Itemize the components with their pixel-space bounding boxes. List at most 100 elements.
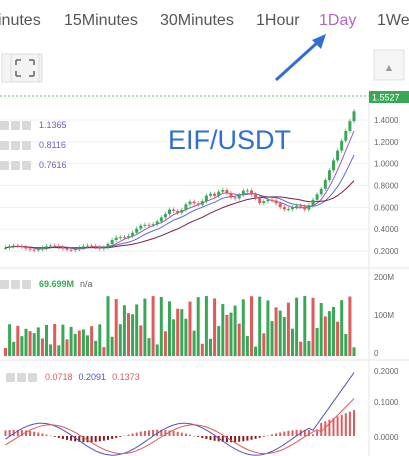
scroll-up-button[interactable]: ▲ — [373, 49, 405, 81]
volume-bar — [307, 340, 311, 356]
macd-histogram-bar — [279, 432, 282, 436]
close-icon[interactable] — [22, 140, 31, 150]
volume-bar — [221, 304, 225, 356]
pair-label: EIF/USDT — [168, 125, 291, 155]
macd-histogram-bar — [307, 430, 310, 436]
svg-text:▲: ▲ — [386, 63, 393, 72]
volume-bar — [336, 321, 340, 356]
candle-body — [274, 200, 278, 204]
volume-bar — [73, 333, 77, 356]
volume-bar — [217, 326, 221, 356]
gear-icon[interactable] — [11, 160, 20, 170]
candle-body — [77, 247, 81, 250]
candle-body — [16, 245, 20, 247]
macd-histogram-bar — [107, 436, 109, 440]
volume-bar — [233, 305, 237, 356]
volume-bar — [348, 296, 352, 356]
candle-body — [204, 195, 208, 202]
volume-bar — [311, 297, 315, 356]
candle-body — [32, 249, 36, 251]
candle-body — [307, 205, 311, 210]
volume-bar — [204, 296, 208, 356]
eye-icon[interactable] — [0, 279, 9, 289]
tab-1day[interactable]: 1Day — [319, 12, 357, 29]
volume-extra: n/a — [80, 279, 93, 289]
volume-bar — [8, 324, 12, 356]
candle-body — [172, 209, 176, 211]
candle-body — [53, 245, 57, 247]
volume-tick-label: 0 — [374, 349, 379, 358]
candle-body — [303, 206, 307, 210]
volume-bar — [245, 336, 249, 356]
candle-body — [282, 207, 286, 210]
volume-bar — [172, 319, 176, 356]
macd-histogram-bar — [45, 434, 48, 436]
current-price-tag: 1.5527 — [369, 91, 409, 103]
volume-bar — [36, 327, 40, 356]
volume-bar — [262, 333, 266, 356]
eye-icon[interactable] — [0, 160, 9, 170]
volume-bar — [250, 296, 253, 356]
volume-bar — [352, 347, 356, 356]
macd-histogram-bar — [143, 430, 146, 436]
close-icon[interactable] — [22, 279, 31, 289]
candle-body — [28, 248, 32, 250]
fullscreen-icon[interactable] — [10, 53, 40, 83]
candle-body — [184, 204, 188, 210]
macd-histogram-bar — [135, 432, 138, 436]
volume-bar — [303, 296, 307, 356]
candle-body — [258, 198, 262, 204]
volume-bar — [81, 329, 85, 356]
candle-body — [348, 121, 352, 131]
macd-histogram-bar — [344, 413, 347, 436]
candle-body — [323, 180, 327, 189]
candle-body — [237, 194, 241, 199]
tab-15minutes[interactable]: 15Minutes — [64, 12, 138, 29]
tab-minutes[interactable]: inutes — [0, 12, 41, 29]
eye-icon[interactable] — [0, 120, 9, 130]
candle-body — [270, 199, 274, 201]
price-tick-label: 0.6000 — [374, 203, 399, 212]
candle-body — [352, 111, 356, 122]
macd-histogram-bar — [37, 432, 40, 436]
eye-icon[interactable] — [6, 372, 15, 382]
macd-histogram-bar — [213, 436, 216, 441]
close-icon[interactable] — [22, 120, 31, 130]
tab-1week[interactable]: 1We — [377, 12, 409, 29]
macd-histogram-bar — [230, 436, 232, 443]
volume-bar — [24, 328, 28, 356]
volume-bar — [291, 328, 294, 356]
macd-histogram-bar — [98, 436, 101, 442]
macd-dif-line — [5, 372, 355, 456]
volume-bar — [180, 309, 184, 356]
macd-histogram-bar — [353, 410, 355, 436]
macd-histogram-bar — [61, 436, 64, 439]
gear-icon[interactable] — [11, 279, 20, 289]
macd-histogram-bar — [332, 418, 335, 436]
eye-icon[interactable] — [0, 140, 9, 150]
close-icon[interactable] — [28, 372, 37, 382]
volume-bar — [340, 300, 344, 356]
macd-histogram-bar — [234, 436, 237, 443]
close-icon[interactable] — [22, 160, 31, 170]
candle-body — [299, 205, 303, 207]
timeframe-tabs: inutes 15Minutes 30Minutes 1Hour 1Day 1W… — [0, 0, 409, 44]
volume-bar — [16, 325, 20, 356]
volume-bar — [213, 298, 217, 356]
tab-30minutes[interactable]: 30Minutes — [160, 12, 234, 29]
gear-icon[interactable] — [17, 372, 26, 382]
macd-histogram-bar — [287, 430, 290, 436]
macd-histogram-bar — [111, 436, 114, 439]
ma2-value: 0.8116 — [39, 140, 66, 150]
gear-icon[interactable] — [11, 140, 20, 150]
volume-bar — [155, 344, 159, 356]
ma1-value: 1.1365 — [39, 120, 67, 130]
volume-bar — [45, 324, 48, 356]
tab-1hour[interactable]: 1Hour — [256, 12, 300, 29]
macd-histogram-bar — [303, 429, 306, 436]
macd-histogram-bar — [41, 433, 44, 436]
candle-body — [81, 246, 85, 248]
macd-histogram-bar — [246, 436, 249, 441]
gear-icon[interactable] — [11, 120, 20, 130]
candle-body — [4, 247, 7, 249]
